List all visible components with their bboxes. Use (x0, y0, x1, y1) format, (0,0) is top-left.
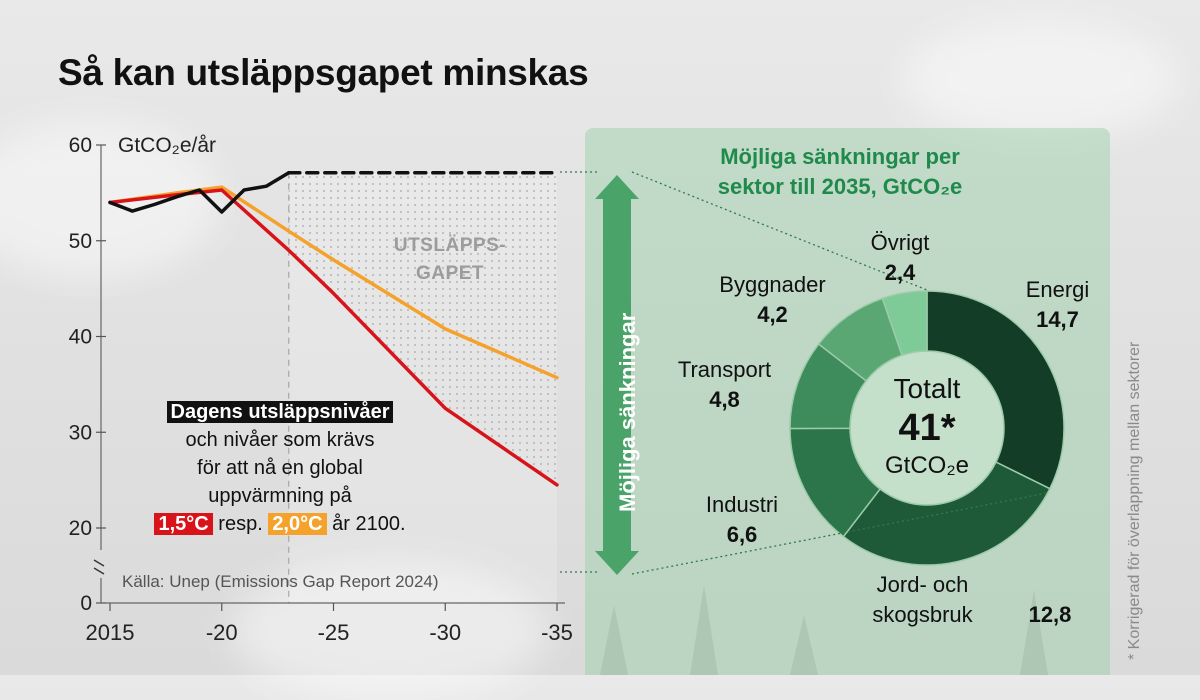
gap-label-line: GAPET (416, 263, 484, 284)
sector-label-ovrigt: Övrigt 2,4 (845, 228, 955, 288)
y-tick-label: 0 (80, 592, 92, 615)
arrow-shaft (603, 197, 631, 553)
panel-title: Möjliga sänkningar per sektor till 2035,… (600, 142, 1080, 202)
x-tick-label: -20 (206, 620, 238, 645)
connector-bottom (631, 492, 1048, 575)
arrow-head-down-icon (595, 551, 639, 575)
annotation-line: för att nå en global (197, 457, 363, 479)
line-chart: 0 20 30 40 50 60 GtCO₂e/år 2015 -20 -25 -30 -35 (69, 134, 573, 645)
sector-name: Transport (677, 357, 772, 382)
sector-name: Byggnader (719, 272, 826, 297)
source-note: Källa: Unep (Emissions Gap Report 2024) (122, 572, 439, 591)
axis-break-icon (93, 559, 105, 575)
background-cloud (0, 120, 220, 280)
x-tick-label: -35 (541, 620, 573, 645)
series-line-1-5c (108, 188, 559, 487)
annotation-heading: Dagens utsläppsnivåer (166, 401, 394, 423)
gap-area (288, 172, 557, 485)
gap-label-line: UTSLÄPPS- (393, 235, 507, 256)
y-tick-label: 30 (69, 421, 92, 444)
annotation-middle: resp. (218, 513, 263, 535)
donut-slice-ovrigt (881, 290, 928, 357)
chart-annotation: Dagens utsläppsnivåer och nivåer som krä… (110, 398, 450, 538)
sector-value: 14,7 (1036, 307, 1079, 332)
arrow-label: Möjliga sänkningar (615, 312, 640, 512)
gap-label: UTSLÄPPS- GAPET (360, 232, 540, 288)
footnote: * Korrigerad för överlappning mellan sek… (1126, 341, 1143, 660)
y-tick-label: 20 (69, 517, 92, 540)
sector-value: 6,6 (726, 522, 758, 547)
series-line-historical (108, 171, 291, 214)
y-axis-label: GtCO₂e/år (118, 134, 216, 157)
sector-name: Jord- och (876, 572, 969, 597)
y-tick-label: 60 (69, 134, 92, 157)
sector-label-transport: Transport 4,8 (647, 355, 802, 415)
series-line-2-0c (108, 185, 559, 380)
page-title: Så kan utsläppsgapet minskas (58, 52, 589, 93)
sector-name: Övrigt (870, 230, 930, 255)
gap-shade (288, 172, 557, 603)
y-tick-label: 50 (69, 230, 92, 253)
sector-name: Energi (1025, 277, 1090, 302)
sector-label-energi: Energi 14,7 (995, 275, 1120, 335)
donut-center-label: Totalt (894, 373, 961, 404)
y-tick-label: 40 (69, 326, 92, 349)
sector-label-byggnader: Byggnader 4,2 (680, 270, 865, 330)
annotation-line: och nivåer som krävs (185, 429, 375, 451)
background-tree (1020, 590, 1048, 675)
x-tick-label: -30 (429, 620, 461, 645)
sector-value: 4,2 (757, 302, 788, 327)
sector-value-jordbruk: 12,8 (1028, 602, 1072, 627)
background-tree (690, 585, 718, 675)
donut-hole (851, 352, 1003, 504)
donut-center-total: 41* (898, 407, 955, 449)
donut-center-unit: GtCO₂e (885, 452, 969, 479)
sector-value: 2,4 (884, 260, 916, 285)
annotation-end: år 2100. (332, 513, 406, 535)
sector-name: Industri (705, 492, 779, 517)
sector-value: 4,8 (709, 387, 740, 412)
donut-slice-jordbruk (842, 461, 1051, 566)
background-tree (790, 615, 818, 675)
background-tree (600, 605, 628, 675)
sector-label-industri: Industri 6,6 (677, 490, 807, 550)
panel-title-line: sektor till 2035, GtCO₂e (717, 174, 963, 199)
panel-title-line: Möjliga sänkningar per (720, 144, 960, 169)
donut-slice-energi (926, 290, 1065, 490)
legend-chip-orange: 2,0°C (268, 513, 327, 535)
arrow-head-up-icon (595, 175, 639, 199)
sector-label-jordbruk: Jord- och skogsbruk (840, 570, 1005, 630)
x-tick-label: 2015 (86, 620, 135, 645)
x-tick-label: -25 (318, 620, 350, 645)
background-cloud (900, 20, 1180, 140)
sector-name: skogsbruk (872, 602, 973, 627)
legend-chip-red: 1,5°C (154, 513, 213, 535)
annotation-line: uppvärmning på (208, 485, 352, 507)
